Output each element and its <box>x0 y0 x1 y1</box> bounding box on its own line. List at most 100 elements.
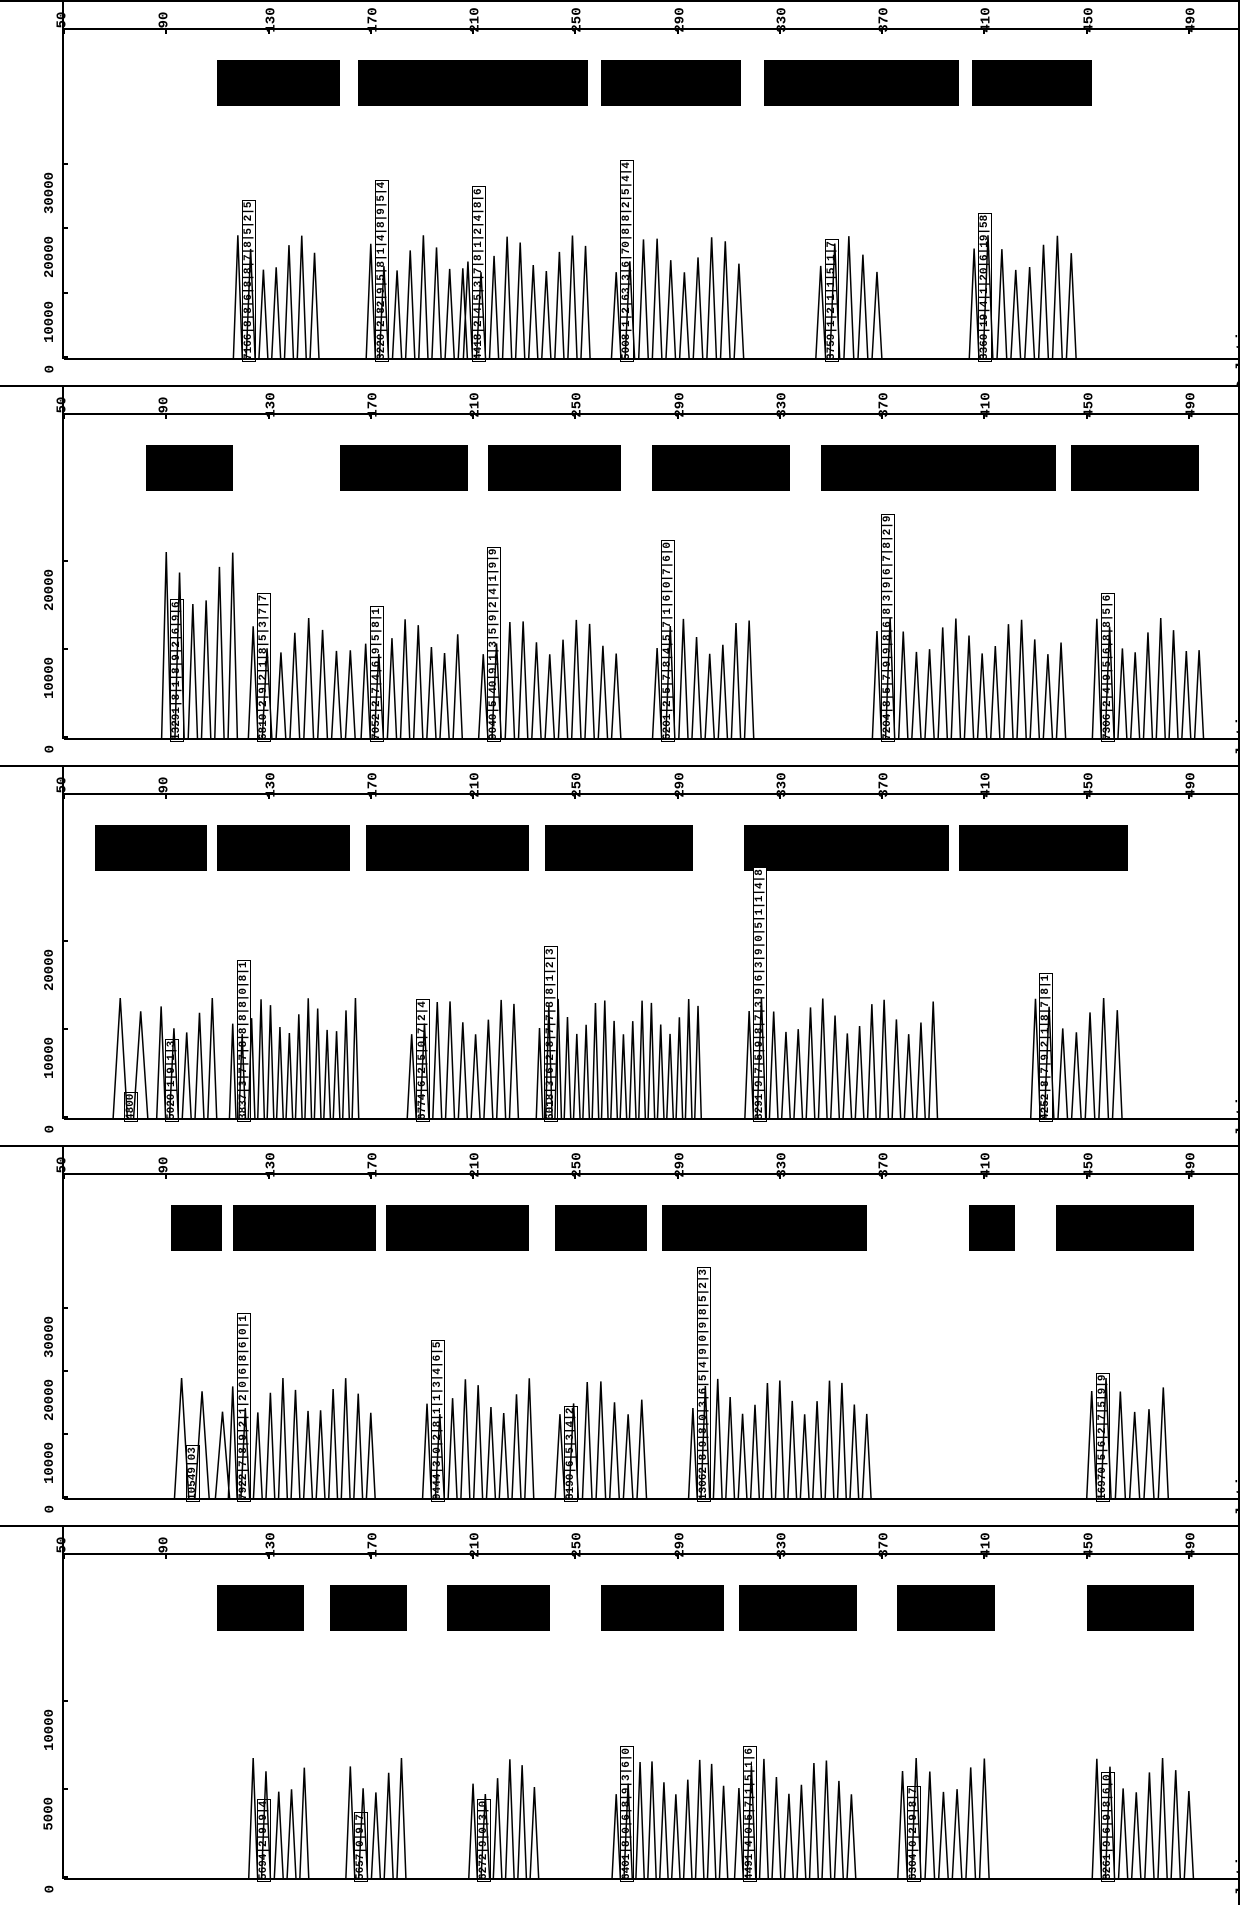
peak-group <box>731 1759 858 1879</box>
x-tick-label: 170 <box>365 1152 381 1177</box>
allele-bar <box>146 445 233 491</box>
x-tick-label: 410 <box>979 772 995 797</box>
allele-bar <box>366 825 530 871</box>
x-tick-label: 210 <box>468 1532 484 1557</box>
peak-group <box>1083 1378 1172 1499</box>
peak-group <box>225 1378 378 1499</box>
x-tick-label: 170 <box>365 7 381 32</box>
peak-group <box>869 618 1069 739</box>
peak-group <box>169 1378 234 1499</box>
y-tick-label: 10000 <box>42 301 58 343</box>
peak-group <box>1089 618 1207 739</box>
allele-bar <box>171 1205 222 1251</box>
allele-bar <box>821 445 1056 491</box>
x-tick-label: 290 <box>672 772 688 797</box>
allele-bar <box>739 1585 857 1631</box>
allele-bar <box>330 1585 407 1631</box>
y-tick-label: 20000 <box>42 569 58 611</box>
allele-bar <box>969 1205 1015 1251</box>
allele-bar <box>233 1205 376 1251</box>
allele-bar <box>555 1205 647 1251</box>
peak-group <box>1089 1758 1197 1879</box>
panel-0: Mark Sample for Deletio50901301702102502… <box>0 0 1240 385</box>
y-tick-label: 5000 <box>42 1797 58 1831</box>
peak-group <box>358 619 466 739</box>
x-tick-label: 450 <box>1081 1532 1097 1557</box>
x-tick-label: 290 <box>672 392 688 417</box>
x-tick-label: 90 <box>157 1537 173 1554</box>
x-tick-label: 170 <box>365 392 381 417</box>
allele-bar <box>340 445 468 491</box>
allele-bars-row <box>64 1585 1238 1631</box>
y-axis: 01000020000 <box>0 387 64 739</box>
x-tick-label: 370 <box>877 392 893 417</box>
x-tick-label: 130 <box>263 7 279 32</box>
x-tick-label: 490 <box>1183 7 1199 32</box>
y-tick-label: 10000 <box>42 1442 58 1484</box>
x-tick-label: 170 <box>365 772 381 797</box>
peak-group <box>552 1381 650 1499</box>
peak-group <box>466 1759 542 1879</box>
peak-group <box>108 998 153 1119</box>
x-tick-label: 410 <box>979 7 995 32</box>
x-tick-label: 90 <box>157 397 173 414</box>
x-tick-label: 290 <box>672 1532 688 1557</box>
x-tick-label: 330 <box>774 772 790 797</box>
peak-group <box>649 619 757 739</box>
y-axis: 0100002000030000 <box>0 2 64 359</box>
y-axis: 01000020000 <box>0 767 64 1119</box>
y-tick-label: 20000 <box>42 949 58 991</box>
x-tick-label: 90 <box>157 1157 173 1174</box>
peak-group <box>608 237 747 359</box>
peaks-trace <box>64 1277 1240 1501</box>
y-tick-label: 10000 <box>42 657 58 699</box>
peaks-trace <box>64 517 1240 741</box>
peak-group <box>534 999 704 1119</box>
x-tick-label: 130 <box>263 392 279 417</box>
x-tick <box>165 413 167 419</box>
peak-group <box>685 1379 874 1499</box>
x-tick-label: 330 <box>774 7 790 32</box>
allele-bar <box>488 445 621 491</box>
x-tick-label: 210 <box>468 772 484 797</box>
panel-3: Mark Sample for Deletio50901301702102502… <box>0 1145 1240 1525</box>
x-tick-label: 330 <box>774 1532 790 1557</box>
allele-bar <box>764 60 958 106</box>
x-tick-label: 130 <box>263 1152 279 1177</box>
x-tick-label: 490 <box>1183 1532 1199 1557</box>
y-tick-label: 20000 <box>42 236 58 278</box>
electropherogram-panels: Mark Sample for Deletio50901301702102502… <box>0 0 1240 1905</box>
x-tick-label: 330 <box>774 392 790 417</box>
x-tick-label: 250 <box>570 7 586 32</box>
allele-bar <box>217 1585 304 1631</box>
peak-group <box>812 236 885 359</box>
peak-group <box>419 1378 537 1499</box>
allele-bar <box>959 825 1128 871</box>
peak-group <box>609 1760 731 1879</box>
peak-group <box>230 235 322 359</box>
x-tick <box>165 1173 167 1179</box>
allele-bars-row <box>64 825 1238 871</box>
peak-group <box>966 235 1080 359</box>
peak-group <box>1027 998 1125 1119</box>
x-axis <box>64 28 1238 30</box>
allele-bar <box>447 1585 549 1631</box>
x-tick-label: 450 <box>1081 772 1097 797</box>
peak-group <box>404 1000 522 1119</box>
y-tick-label: 0 <box>42 1125 58 1133</box>
allele-bar <box>358 60 588 106</box>
peak-group <box>475 620 624 739</box>
allele-bar <box>217 60 340 106</box>
x-tick-label: 250 <box>570 1152 586 1177</box>
x-tick-label: 210 <box>468 392 484 417</box>
panel-1: Mark Sample for Deletio50901301702102502… <box>0 385 1240 765</box>
x-axis <box>64 1553 1238 1555</box>
peak-group <box>894 1758 992 1879</box>
x-tick-label: 410 <box>979 1532 995 1557</box>
x-tick-label: 210 <box>468 7 484 32</box>
x-tick-label: 170 <box>365 1532 381 1557</box>
y-tick-label: 30000 <box>42 1316 58 1358</box>
x-axis <box>64 793 1238 795</box>
y-tick-label: 10000 <box>42 1037 58 1079</box>
peak-group <box>227 998 361 1119</box>
